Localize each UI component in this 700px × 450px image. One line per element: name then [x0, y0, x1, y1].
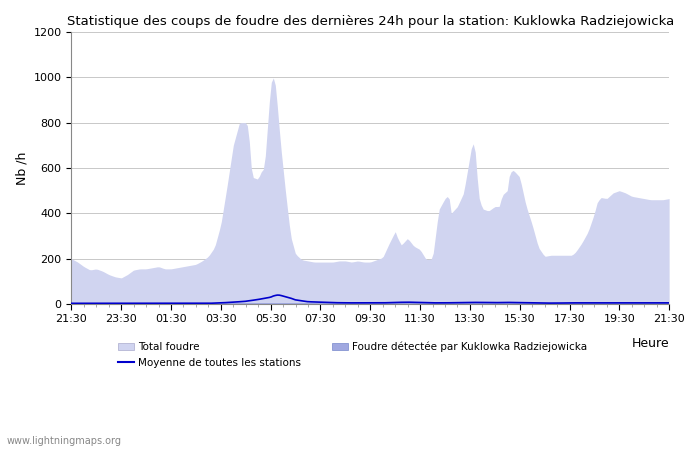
Y-axis label: Nb /h: Nb /h: [15, 151, 28, 184]
Legend: Total foudre, Moyenne de toutes les stations, Foudre détectée par Kuklowka Radzi: Total foudre, Moyenne de toutes les stat…: [118, 342, 587, 368]
Text: Heure: Heure: [631, 337, 669, 350]
Text: www.lightningmaps.org: www.lightningmaps.org: [7, 436, 122, 446]
Title: Statistique des coups de foudre des dernières 24h pour la station: Kuklowka Radz: Statistique des coups de foudre des dern…: [66, 15, 674, 28]
